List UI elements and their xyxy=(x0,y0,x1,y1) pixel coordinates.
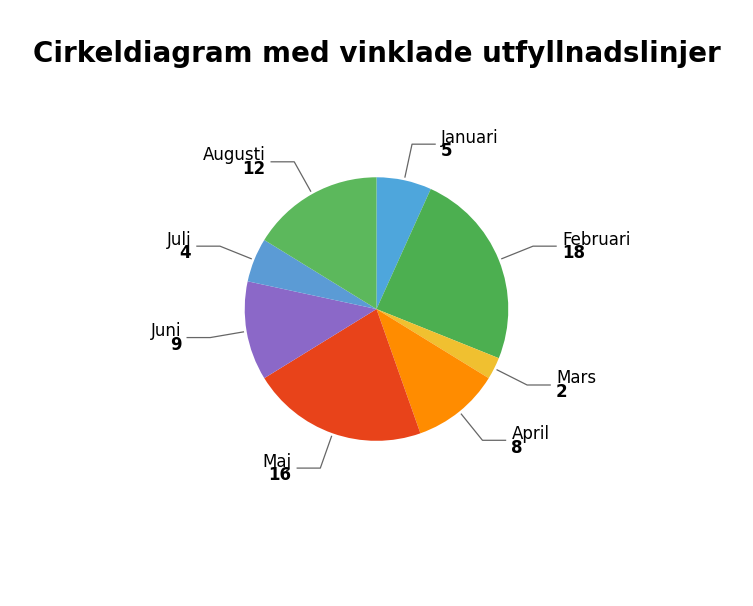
Wedge shape xyxy=(264,178,376,309)
Text: Maj: Maj xyxy=(262,453,291,470)
Text: Februari: Februari xyxy=(562,230,630,248)
Text: Januari: Januari xyxy=(441,128,498,147)
Text: 18: 18 xyxy=(562,244,585,262)
Text: 4: 4 xyxy=(179,244,191,262)
Title: Cirkeldiagram med vinklade utfyllnadslinjer: Cirkeldiagram med vinklade utfyllnadslin… xyxy=(32,40,721,68)
Wedge shape xyxy=(376,178,431,309)
Text: 2: 2 xyxy=(556,383,568,401)
Text: Augusti: Augusti xyxy=(203,146,265,164)
Wedge shape xyxy=(245,281,376,378)
Wedge shape xyxy=(264,309,420,441)
Text: Juli: Juli xyxy=(166,230,191,248)
Wedge shape xyxy=(376,189,508,358)
Text: 8: 8 xyxy=(511,439,523,456)
Wedge shape xyxy=(248,240,376,309)
Text: Mars: Mars xyxy=(556,370,596,387)
Text: 5: 5 xyxy=(441,142,453,161)
Text: 9: 9 xyxy=(169,336,181,354)
Text: April: April xyxy=(511,425,550,443)
Text: Juni: Juni xyxy=(151,322,181,340)
Wedge shape xyxy=(376,309,489,433)
Text: 12: 12 xyxy=(242,160,265,178)
Wedge shape xyxy=(376,309,498,378)
Text: 16: 16 xyxy=(268,467,291,484)
